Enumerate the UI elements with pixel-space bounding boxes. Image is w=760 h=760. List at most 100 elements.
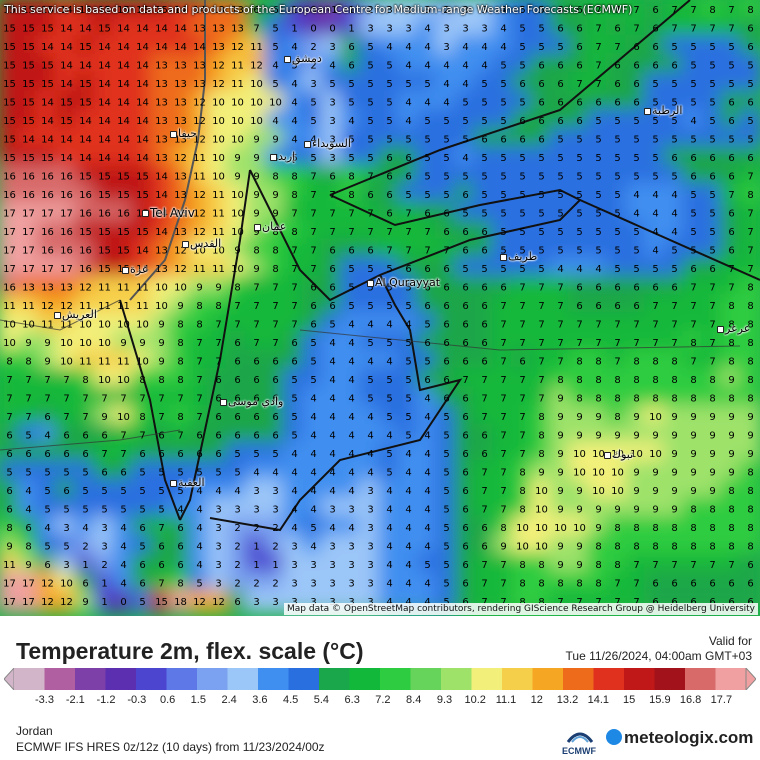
temperature-cell (530, 293, 553, 317)
temperature-value: 5 (728, 61, 734, 72)
temperature-cell (492, 367, 515, 391)
ecmwf-logo-icon[interactable] (560, 724, 600, 758)
temperature-value: 16 (3, 190, 16, 201)
temperature-value: 4 (348, 338, 354, 349)
temperature-value: 7 (633, 338, 639, 349)
temperature-value: 9 (747, 449, 753, 460)
temperature-cell (245, 293, 268, 317)
temperature-cell (625, 367, 648, 391)
temperature-value: 7 (519, 375, 525, 386)
admin-lines (0, 299, 741, 451)
temperature-value: 9 (139, 338, 145, 349)
temperature-value: 9 (44, 338, 50, 349)
temperature-value: 3 (348, 560, 354, 571)
temperature-cell (397, 423, 420, 446)
temperature-value: 5 (310, 153, 316, 164)
temperature-value: 10 (592, 449, 605, 460)
temperature-cell (150, 90, 173, 113)
temperature-cell (302, 386, 325, 409)
temperature-cell (321, 238, 344, 261)
temperature-cell (492, 127, 515, 150)
temperature-value: 5 (538, 264, 544, 275)
temperature-value: 5 (500, 79, 506, 90)
temperature-cell (226, 256, 249, 280)
city-label-rutba: الرطبة (652, 104, 683, 117)
temperature-cell (606, 367, 629, 391)
temperature-value: 4 (386, 523, 392, 534)
temperature-cell (321, 145, 344, 169)
temperature-value: 12 (193, 209, 206, 220)
city-marker-icon (644, 108, 651, 115)
temperature-cell (454, 0, 477, 21)
temperature-cell (207, 71, 230, 95)
temperature-value: 6 (158, 430, 164, 441)
temperature-cell (112, 108, 135, 132)
meteologix-brand[interactable]: meteologix.com (606, 728, 753, 748)
temperature-value: 5 (690, 42, 696, 53)
temperature-value: 5 (424, 560, 430, 571)
temperature-map[interactable]: 15 15 15 14 15 15 15 15 15 14 14 13 13 6 6 1 0 -1 1 2 3 3 3 2 3 3… (0, 0, 760, 616)
temperature-value: 6 (728, 153, 734, 164)
temperature-cell (606, 90, 629, 113)
temperature-cell (36, 0, 59, 21)
temperature-cell (131, 552, 154, 575)
temperature-cell (397, 219, 420, 243)
temperature-value: 5 (367, 301, 373, 312)
temperature-value: 5 (139, 597, 145, 608)
temperature-value: 11 (231, 79, 244, 90)
temperature-cell (511, 238, 534, 261)
temperature-cell (549, 534, 572, 557)
temperature-value: 6 (253, 357, 259, 368)
temperature-value: 9 (633, 467, 639, 478)
temperature-value: 9 (652, 486, 658, 497)
temperature-value: 10 (60, 578, 73, 589)
temperature-cell (340, 460, 363, 483)
temperature-cell (587, 219, 610, 243)
temperature-cell (720, 552, 743, 575)
temperature-cell (283, 515, 306, 539)
temperature-value: 5 (747, 116, 753, 127)
temperature-value: 7 (158, 412, 164, 423)
temperature-cell (473, 478, 496, 502)
temperature-value: 6 (614, 98, 620, 109)
temperature-cell (663, 0, 686, 21)
temperature-value: 12 (193, 98, 206, 109)
map-attribution[interactable]: Map data © OpenStreetMap contributors, r… (284, 603, 758, 615)
temperature-cell (549, 256, 572, 280)
temperature-value: 6 (538, 61, 544, 72)
temperature-value: 6 (272, 357, 278, 368)
temperature-value: 14 (98, 116, 111, 127)
temperature-value: 2 (272, 541, 278, 552)
temperature-value: 2 (234, 523, 240, 534)
temperature-cell (150, 552, 173, 575)
temperature-value: 13 (155, 61, 168, 72)
temperature-value: 4 (177, 504, 183, 515)
temperature-cell (644, 386, 667, 409)
temperature-value: 6 (329, 172, 335, 183)
temperature-value: 17 (22, 227, 35, 238)
temperature-cell (245, 90, 268, 113)
temperature-cell (112, 127, 135, 150)
temperature-cell (150, 460, 173, 483)
temperature-value: 6 (234, 375, 240, 386)
temperature-cell (74, 256, 97, 280)
temperature-cell (245, 478, 268, 502)
temperature-value: 5 (443, 135, 449, 146)
temperature-cell (568, 312, 591, 335)
city-marker-icon (54, 312, 61, 319)
temperature-cell (720, 386, 743, 409)
temperature-cell (473, 571, 496, 594)
temperature-value: 3 (348, 597, 354, 608)
temperature-value: 8 (6, 357, 12, 368)
temperature-value: 5 (500, 209, 506, 220)
temperature-cell (112, 515, 135, 539)
temperature-value: 8 (709, 541, 715, 552)
temperature-value: 5 (557, 135, 563, 146)
temperature-value: 7 (595, 5, 601, 16)
temperature-cell (606, 386, 629, 409)
temperature-cell (530, 423, 553, 446)
temperature-cell (739, 238, 760, 261)
temperature-value: 10 (554, 523, 567, 534)
temperature-value: 3 (386, 24, 392, 35)
temperature-cell (131, 219, 154, 243)
